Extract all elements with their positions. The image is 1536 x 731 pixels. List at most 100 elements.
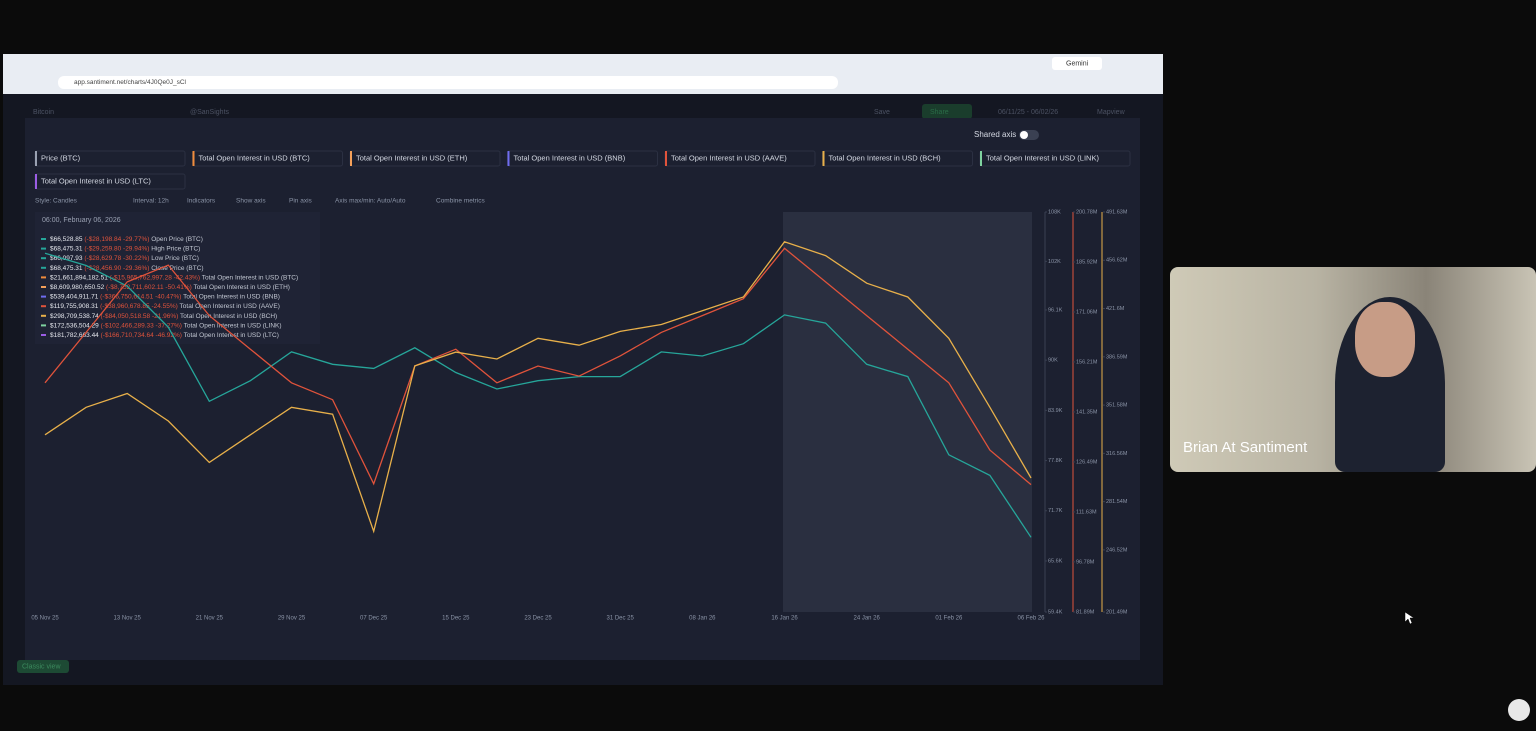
control[interactable]: Axis max/min: Auto/Auto xyxy=(335,198,406,205)
control[interactable]: Style: Candles xyxy=(35,198,78,205)
legend-swatch xyxy=(41,247,46,250)
tab-title[interactable]: Gemini xyxy=(1066,60,1089,67)
x-tick-label: 24 Jan 26 xyxy=(853,616,880,622)
legend-swatch xyxy=(41,257,46,260)
y-tick-label: 96.1K xyxy=(1048,307,1063,313)
y-tick-label: 77.8K xyxy=(1048,458,1063,464)
tooltip-row: $172,536,504.29 (-$102,466,289.33 -37.27… xyxy=(50,322,282,329)
tooltip-name: High Price (BTC) xyxy=(151,245,200,252)
tooltip-value: $66,097.93 xyxy=(50,255,83,262)
tooltip-row: $66,097.93 (-$28,629.78 -30.22%) Low Pri… xyxy=(50,255,199,262)
x-tick-label: 05 Nov 25 xyxy=(31,616,59,622)
tooltip-value: $8,609,980,650.52 xyxy=(50,284,105,291)
legend-swatch xyxy=(41,305,46,308)
chip-label[interactable]: Total Open Interest in USD (BNB) xyxy=(514,153,626,162)
toggle-knob[interactable] xyxy=(1020,131,1028,139)
y-tick-label: 81.89M xyxy=(1076,609,1095,615)
y-tick-label: 201.49M xyxy=(1106,609,1128,615)
tooltip-change: (-$15,965,762,997.28 -42.43%) xyxy=(110,274,200,281)
mapview[interactable]: Mapview xyxy=(1097,109,1126,116)
date-range[interactable]: 06/11/25 - 06/02/26 xyxy=(998,109,1058,116)
tooltip-change: (-$28,198.84 -29.77%) xyxy=(84,236,149,243)
tooltip-name: Low Price (BTC) xyxy=(151,255,199,262)
x-tick-label: 01 Feb 26 xyxy=(935,616,963,622)
x-tick-label: 16 Jan 26 xyxy=(771,616,798,622)
tooltip-change: (-$29,259.80 -29.94%) xyxy=(84,245,149,252)
tooltip-row: $21,661,894,182.51 (-$15,965,762,997.28 … xyxy=(50,274,298,281)
tooltip-change: (-$102,466,289.33 -37.27%) xyxy=(101,322,182,329)
url[interactable]: app.santiment.net/charts/4J0Qe0J_sCl xyxy=(74,79,187,86)
address-bar[interactable] xyxy=(58,76,838,89)
shared-axis: Shared axis xyxy=(974,130,1016,139)
chip-label[interactable]: Total Open Interest in USD (AAVE) xyxy=(671,153,787,162)
chip-label[interactable]: Total Open Interest in USD (BTC) xyxy=(199,153,311,162)
tooltip-value: $119,755,908.31 xyxy=(50,303,99,310)
tooltip-row: $539,404,911.71 (-$366,750,614.51 -40.47… xyxy=(50,293,280,300)
y-tick-label: 421.6M xyxy=(1106,306,1125,312)
face xyxy=(1355,302,1415,377)
legend-swatch xyxy=(41,295,46,298)
webcam-name: Brian At Santiment xyxy=(1183,439,1308,456)
cursor xyxy=(1404,611,1415,625)
y-tick-label: 246.52M xyxy=(1106,547,1128,553)
webcam: Brian At Santiment xyxy=(1170,267,1536,472)
series-line xyxy=(44,241,1032,534)
y-tick-label: 126.49M xyxy=(1076,459,1098,465)
y-tick-label: 281.54M xyxy=(1106,499,1128,505)
legend-swatch xyxy=(41,324,46,327)
y-tick-label: 316.56M xyxy=(1106,451,1128,457)
chip-label[interactable]: Total Open Interest in USD (LINK) xyxy=(986,153,1099,162)
tooltip-change: (-$84,050,518.58 -21.96%) xyxy=(101,313,179,320)
tooltip-name: Close Price (BTC) xyxy=(151,265,203,272)
control[interactable]: Show axis xyxy=(236,198,266,205)
tooltip-name: Total Open Interest in USD (LTC) xyxy=(184,332,279,339)
control[interactable]: Indicators xyxy=(187,198,216,205)
legend-swatch xyxy=(41,334,46,336)
chip-color xyxy=(665,151,667,166)
y-tick-label: 386.59M xyxy=(1106,354,1128,360)
author: @SanSights xyxy=(190,109,230,116)
chip-label[interactable]: Total Open Interest in USD (ETH) xyxy=(356,153,468,162)
tooltip-row: $68,475.31 (-$29,259.80 -29.94%) High Pr… xyxy=(50,245,200,252)
share[interactable]: Share xyxy=(930,109,949,116)
y-tick-label: 156.21M xyxy=(1076,359,1098,365)
control[interactable]: Interval: 12h xyxy=(133,198,169,205)
y-tick-label: 171.06M xyxy=(1076,309,1098,315)
y-tick-label: 491.63M xyxy=(1106,209,1128,215)
chip-color xyxy=(822,151,825,166)
tooltip-name: Total Open Interest in USD (BCH) xyxy=(180,313,277,320)
tab[interactable] xyxy=(1052,57,1102,70)
x-tick-label: 29 Nov 25 xyxy=(278,616,306,622)
y-tick-label: 59.4K xyxy=(1048,609,1063,615)
y-tick-label: 200.78M xyxy=(1076,209,1098,215)
classic-view-button[interactable] xyxy=(17,660,69,673)
legend-swatch xyxy=(41,314,46,317)
chip-label[interactable]: Total Open Interest in USD (BCH) xyxy=(829,153,942,162)
y-tick-label: 185.92M xyxy=(1076,259,1098,265)
chip-label[interactable]: Price (BTC) xyxy=(41,153,81,162)
tooltip-date: 06:00, February 06, 2026 xyxy=(42,217,121,224)
tooltip-row: $119,755,908.31 (-$38,960,678.85 -24.55%… xyxy=(50,303,280,310)
chip-label[interactable]: Total Open Interest in USD (LTC) xyxy=(41,176,151,185)
share-button[interactable] xyxy=(922,104,972,119)
classic-view[interactable]: Classic view xyxy=(22,663,61,670)
selection-range xyxy=(783,212,1032,612)
tooltip-change: (-$166,710,734.64 -46.92%) xyxy=(101,332,182,339)
asset: Bitcoin xyxy=(33,109,54,116)
chip-color xyxy=(192,151,195,166)
control[interactable]: Combine metrics xyxy=(436,198,486,205)
tooltip-value: $21,661,894,182.51 xyxy=(50,274,108,281)
legend-swatch xyxy=(41,266,46,269)
y-tick-label: 102K xyxy=(1048,259,1061,265)
y-tick-label: 83.9K xyxy=(1048,408,1063,414)
tooltip-name: Total Open Interest in USD (BTC) xyxy=(202,274,298,281)
legend-swatch xyxy=(41,286,46,288)
control[interactable]: Pin axis xyxy=(289,198,313,205)
save[interactable]: Save xyxy=(874,109,890,116)
logo xyxy=(1508,699,1530,721)
x-tick-label: 31 Dec 25 xyxy=(606,616,634,622)
tooltip-row: $181,782,663.44 (-$166,710,734.64 -46.92… xyxy=(50,332,279,339)
x-tick-label: 07 Dec 25 xyxy=(360,616,388,622)
